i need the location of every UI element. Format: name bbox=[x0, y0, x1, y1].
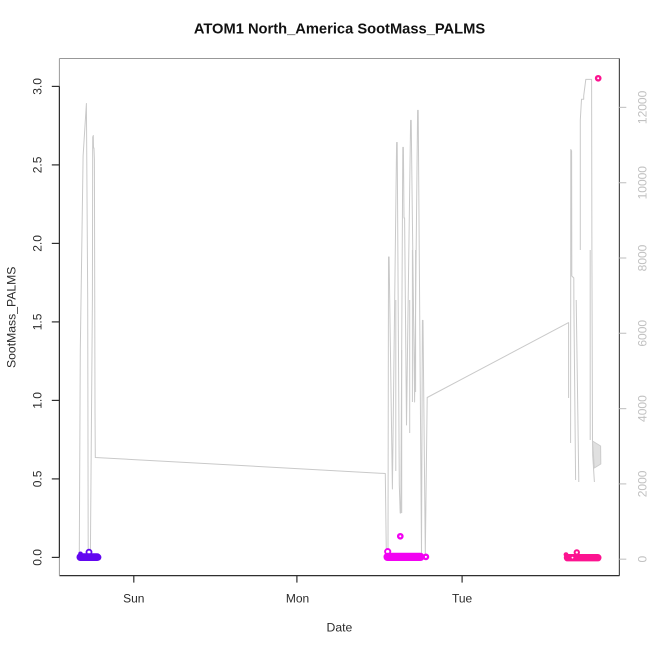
svg-text:0.5: 0.5 bbox=[31, 470, 45, 487]
svg-text:2.5: 2.5 bbox=[31, 156, 45, 173]
svg-text:SootMass_PALMS: SootMass_PALMS bbox=[5, 267, 19, 368]
svg-text:1.5: 1.5 bbox=[31, 313, 45, 330]
svg-text:Sun: Sun bbox=[123, 591, 144, 605]
svg-text:4000: 4000 bbox=[636, 395, 650, 422]
svg-text:2.0: 2.0 bbox=[31, 235, 45, 252]
svg-text:12000: 12000 bbox=[636, 90, 650, 124]
svg-text:6000: 6000 bbox=[636, 320, 650, 347]
svg-text:ATOM1 North_America SootMass_P: ATOM1 North_America SootMass_PALMS bbox=[194, 21, 486, 37]
svg-text:Tue: Tue bbox=[452, 591, 473, 605]
svg-text:0: 0 bbox=[636, 556, 650, 563]
svg-text:Mon: Mon bbox=[286, 591, 309, 605]
svg-text:2000: 2000 bbox=[636, 470, 650, 497]
svg-text:1.0: 1.0 bbox=[31, 392, 45, 409]
svg-text:3.0: 3.0 bbox=[31, 78, 45, 95]
svg-text:0.0: 0.0 bbox=[31, 549, 45, 566]
svg-text:8000: 8000 bbox=[636, 244, 650, 271]
svg-text:10000: 10000 bbox=[636, 166, 650, 200]
svg-text:Date: Date bbox=[327, 620, 353, 634]
